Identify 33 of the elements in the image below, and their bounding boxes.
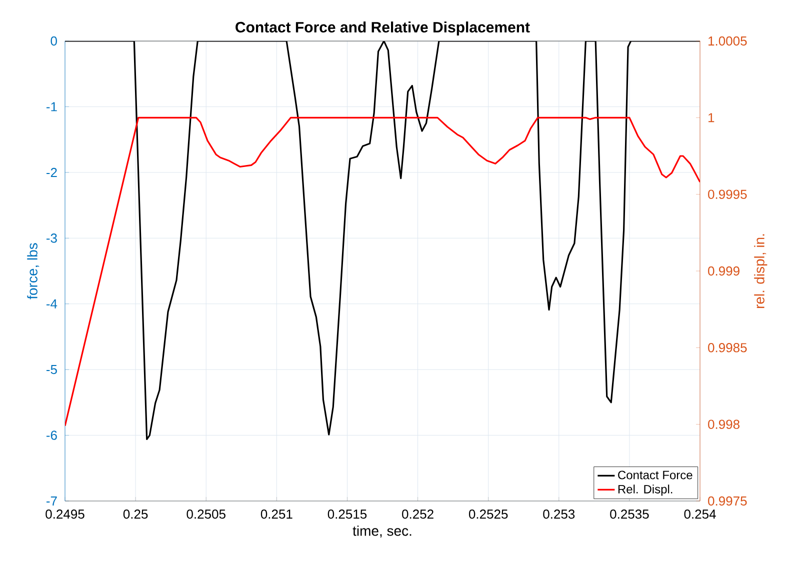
y-tick-label: -1 xyxy=(46,102,57,112)
x-tick-label: 0.25 xyxy=(123,510,148,519)
x-tick-label: 0.2515 xyxy=(328,510,367,519)
y-tick-label: -4 xyxy=(46,299,58,308)
y2-tick-label: 0.999 xyxy=(708,266,740,276)
y2-tick-label: 0.9975 xyxy=(708,496,747,506)
chart-title: Contact Force and Relative Displacement xyxy=(236,22,530,36)
x-tick-label: 0.253 xyxy=(543,510,575,519)
y2-tick-label: 1 xyxy=(708,113,714,122)
x-tick-label: 0.254 xyxy=(684,510,716,519)
x-axis-title: time, sec. xyxy=(352,526,412,538)
y2-tick-label: 0.998 xyxy=(708,420,740,429)
x-tick-label: 0.2495 xyxy=(46,510,84,519)
x-tick-label: 0.2525 xyxy=(468,510,508,519)
x-tick-label: 0.2535 xyxy=(610,510,649,519)
legend-label: Rel. Displ. xyxy=(618,484,672,496)
line-series xyxy=(65,116,700,427)
line-series xyxy=(65,40,700,440)
y-tick-label: -3 xyxy=(46,234,57,243)
y-tick-label: 0 xyxy=(50,36,57,46)
y2-tick-label: 0.9995 xyxy=(708,190,747,199)
x-tick-label: 0.2505 xyxy=(186,510,226,519)
x-tick-label: 0.251 xyxy=(260,510,292,519)
y2-tick-label: 0.9985 xyxy=(708,343,747,352)
legend-label: Contact Force xyxy=(618,470,692,480)
y-axis-title: force, lbs xyxy=(27,243,40,300)
y-tick-label: -7 xyxy=(46,496,57,506)
y2-axis-title: rel. displ, in. xyxy=(754,234,768,308)
y2-tick-label: 1.0005 xyxy=(708,36,747,46)
y-tick-label: -2 xyxy=(46,168,57,177)
y-tick-label: -6 xyxy=(46,430,57,440)
x-tick-label: 0.252 xyxy=(402,510,434,519)
y-tick-label: -5 xyxy=(46,365,57,374)
